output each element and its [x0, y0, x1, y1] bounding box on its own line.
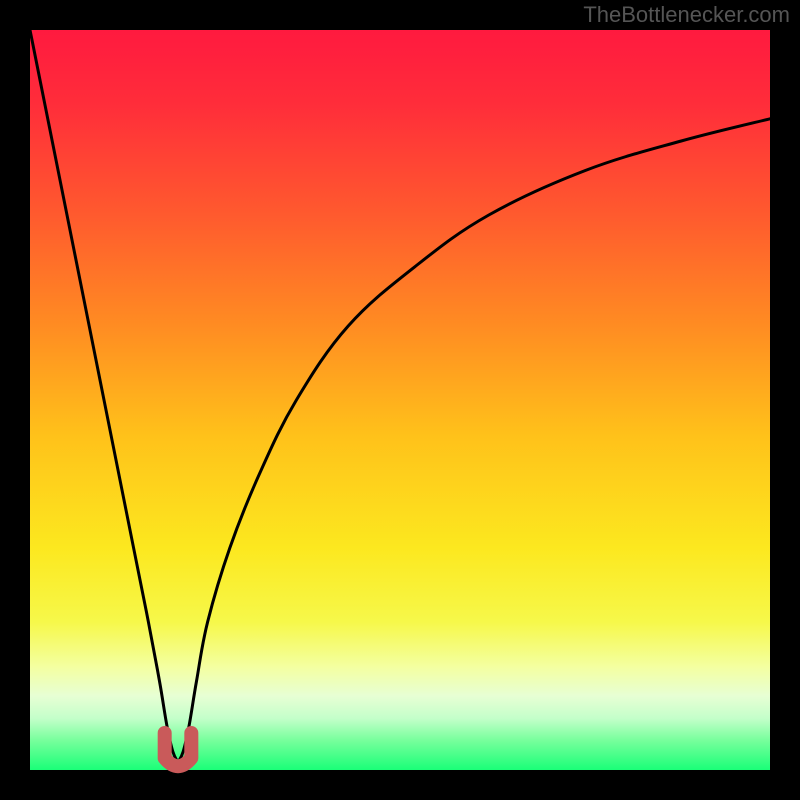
bottleneck-chart — [0, 0, 800, 800]
plot-gradient-background — [30, 30, 770, 770]
watermark-text: TheBottlenecker.com — [583, 2, 790, 28]
chart-container: TheBottlenecker.com — [0, 0, 800, 800]
